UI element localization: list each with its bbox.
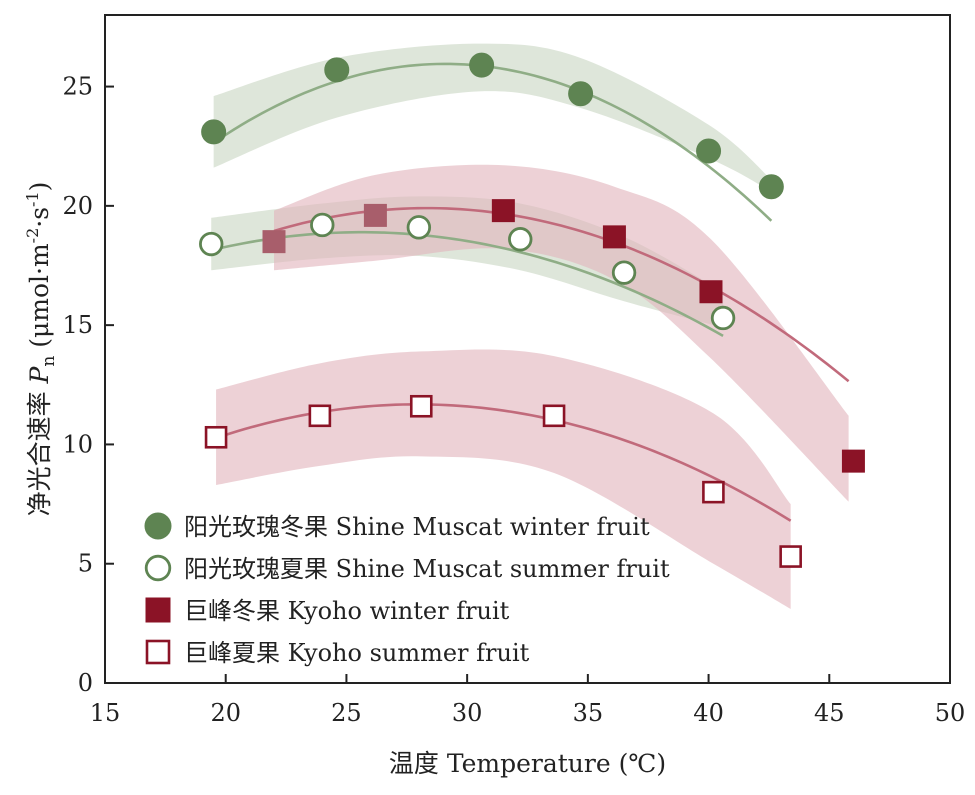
- x-tick-label: 35: [573, 699, 604, 727]
- band-series-4: [216, 349, 791, 610]
- point-series-4: [204, 425, 228, 449]
- y-axis-title-part: P: [25, 365, 54, 384]
- y-axis-title-part: -1: [23, 191, 42, 207]
- point-series-2: [199, 231, 224, 257]
- point-series-2: [310, 212, 335, 238]
- point-series-1: [201, 119, 227, 145]
- y-axis-title-part: (μmol·m: [25, 243, 54, 356]
- point-series-2: [406, 215, 432, 240]
- point-series-2: [611, 260, 637, 285]
- y-tick-label: 10: [62, 430, 93, 458]
- x-tick-label: 40: [693, 699, 724, 727]
- y-tick-label: 0: [78, 669, 93, 697]
- legend-marker-3: [145, 597, 171, 623]
- x-tick-label: 50: [935, 699, 966, 727]
- y-axis-title: 净光合速率 Pn (μmol·m-2·s-1): [23, 182, 59, 517]
- axes: 15 20 25 30 35 40 45 50 0 5 10 15 20 25: [62, 14, 966, 727]
- data-points: [199, 52, 865, 568]
- point-series-4: [409, 394, 433, 418]
- y-tick-label: 20: [62, 192, 93, 220]
- point-series-1: [568, 81, 594, 107]
- point-series-4: [702, 480, 725, 504]
- point-series-3: [699, 280, 723, 304]
- legend-label-1: 阳光玫瑰冬果 Shine Muscat winter fruit: [184, 513, 650, 541]
- y-tick-label: 25: [62, 73, 93, 101]
- x-axis-title: 温度 Temperature (℃): [389, 749, 666, 778]
- legend-marker-4: [145, 639, 171, 665]
- confidence-bands: [211, 43, 849, 610]
- plot-frame: [104, 14, 951, 684]
- y-axis-title-part: -2: [23, 228, 42, 244]
- y-tick-label: 5: [78, 550, 93, 578]
- legend-marker-1: [144, 512, 172, 540]
- point-series-3: [602, 225, 626, 249]
- legend-label-2: 阳光玫瑰夏果 Shine Muscat summer fruit: [184, 555, 670, 583]
- y-axis-title-part: n: [39, 356, 59, 367]
- point-series-1: [324, 57, 350, 83]
- point-series-2: [710, 305, 736, 331]
- point-series-3: [262, 230, 286, 254]
- point-series-4: [542, 404, 566, 428]
- y-tick-label: 15: [62, 311, 93, 339]
- y-axis-title-part: ·s: [25, 207, 54, 228]
- x-tick-label: 15: [90, 699, 121, 727]
- x-tick-label: 20: [210, 699, 241, 727]
- legend-label-4: 巨峰夏果 Kyoho summer fruit: [184, 639, 530, 667]
- x-tick-label: 30: [452, 699, 483, 727]
- legend-label-3: 巨峰冬果 Kyoho winter fruit: [184, 597, 510, 625]
- legend: 阳光玫瑰冬果 Shine Muscat winter fruit 阳光玫瑰夏果 S…: [144, 512, 670, 667]
- point-series-1: [696, 138, 722, 164]
- point-series-3: [491, 199, 515, 223]
- x-tick-label: 25: [331, 699, 362, 727]
- fit-line-series-2: [210, 230, 724, 338]
- point-series-4: [308, 404, 332, 428]
- point-series-1: [469, 52, 495, 78]
- legend-marker-2: [144, 554, 172, 582]
- band-series-1: [213, 43, 772, 192]
- point-series-4: [779, 545, 802, 568]
- point-series-2: [508, 227, 533, 252]
- band-series-3: [274, 164, 849, 502]
- y-axis-title-part: 净光合速率: [25, 383, 54, 516]
- axis-labels: 温度 Temperature (℃) 净光合速率 Pn (μmol·m-2·s-1…: [23, 182, 666, 778]
- point-series-1: [758, 174, 784, 200]
- point-series-3: [363, 203, 387, 227]
- y-axis-title-part: ): [25, 182, 54, 192]
- point-series-3: [841, 449, 865, 473]
- x-tick-label: 45: [814, 699, 845, 727]
